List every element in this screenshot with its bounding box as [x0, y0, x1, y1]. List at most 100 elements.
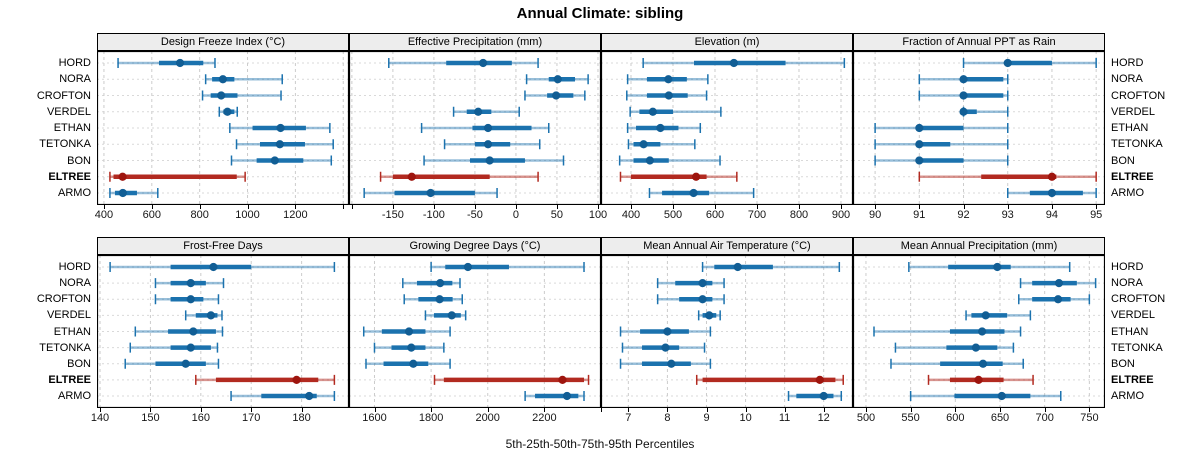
site-label-right-verdel: VERDEL — [1111, 309, 1156, 322]
axis-tick — [295, 205, 297, 209]
percentile-interval-nora — [204, 74, 283, 85]
median-dot-crofton — [552, 91, 561, 100]
axis-tick-label: 800 — [190, 209, 209, 221]
percentile-interval-nora — [1019, 278, 1097, 289]
median-dot-bon — [485, 156, 494, 165]
axis-tick-label: 600 — [705, 209, 725, 221]
median-dot-hord — [733, 262, 742, 272]
percentile-interval-armo — [230, 391, 336, 401]
percentile-interval-nora — [525, 74, 589, 85]
axis-tick-label: 50 — [550, 209, 564, 221]
panel-border — [853, 51, 1105, 205]
median-dot-crofton — [1053, 295, 1063, 304]
median-dot-eltree — [292, 375, 301, 384]
axis-tick — [784, 408, 786, 412]
site-label-left-crofton: CROFTON — [36, 293, 91, 306]
percentile-interval-ethan — [619, 326, 712, 337]
axis-tick-label: 700 — [747, 209, 767, 221]
median-dot-armo — [562, 391, 572, 401]
median-dot-armo — [819, 391, 828, 401]
site-label-right-verdel: VERDEL — [1111, 105, 1156, 118]
axis-tick — [715, 205, 716, 209]
axis-tick-label: 92 — [957, 209, 970, 221]
site-label-right-hord: HORD — [1111, 57, 1144, 69]
median-dot-ethan — [978, 327, 987, 336]
median-dot-nora — [1054, 279, 1064, 288]
median-dot-tetonka — [407, 343, 416, 352]
axis-tick-label: 400 — [621, 209, 641, 221]
median-dot-eltree — [815, 375, 824, 384]
site-label-left-armo: ARMO — [58, 187, 91, 199]
median-dot-eltree — [974, 375, 983, 384]
median-dot-hord — [175, 58, 185, 68]
median-dot-nora — [436, 279, 445, 288]
percentile-interval-armo — [909, 391, 1062, 401]
axis-tick-label: -150 — [381, 209, 404, 221]
axis-tick — [628, 408, 630, 412]
axis-tick-label: 0 — [512, 209, 519, 221]
percentile-interval-bon — [874, 155, 1009, 166]
panel-border — [97, 51, 349, 205]
median-dot-eltree — [558, 375, 567, 384]
percentile-interval-verdel — [697, 310, 721, 321]
site-label-right-crofton: CROFTON — [1111, 89, 1166, 102]
percentile-interval-armo — [524, 391, 585, 401]
axis-tick — [673, 205, 674, 209]
axis-tick-label: 95 — [1090, 209, 1103, 221]
panel-elevation-m — [601, 51, 853, 205]
axis-tick — [544, 408, 546, 412]
percentile-interval-verdel — [959, 106, 1009, 117]
site-label-left-verdel: VERDEL — [46, 105, 91, 118]
axis-tick-label: 600 — [946, 412, 965, 424]
axis-tick — [1096, 205, 1098, 209]
axis-tick-label: 900 — [831, 209, 851, 221]
panel-effective-precipitation-mm — [349, 51, 601, 205]
median-dot-crofton — [959, 91, 968, 100]
panel-header-design-freeze-index-c: Design Freeze Index (°C) — [97, 33, 349, 51]
median-dot-eltree — [118, 172, 127, 181]
axis-tick-label: 140 — [90, 412, 110, 424]
axis-tick-label: -50 — [466, 209, 483, 221]
median-dot-nora — [218, 75, 227, 84]
median-dot-ethan — [189, 327, 198, 336]
axis-tick-label: 500 — [856, 412, 876, 424]
axis-tick — [875, 205, 877, 209]
site-label-left-nora: NORA — [59, 277, 91, 290]
median-dot-nora — [186, 279, 195, 288]
percentile-interval-eltree — [195, 374, 336, 385]
site-label-right-nora: NORA — [1111, 277, 1143, 290]
median-dot-hord — [1003, 58, 1012, 68]
axis-caption: 5th-25th-50th-75th-95th Percentiles — [505, 437, 695, 451]
median-dot-armo — [305, 391, 314, 401]
panel-header-mean-annual-air-temperature-c: Mean Annual Air Temperature (°C) — [601, 237, 853, 255]
axis-tick — [392, 205, 394, 209]
axis-tick — [631, 205, 632, 209]
median-dot-ethan — [656, 123, 665, 133]
axis-tick — [103, 205, 105, 209]
percentile-interval-bon — [618, 155, 721, 166]
percentile-interval-eltree — [109, 171, 246, 182]
percentile-interval-eltree — [927, 374, 1034, 385]
axis-tick-label: 800 — [789, 209, 809, 221]
percentile-interval-armo — [1006, 188, 1097, 198]
site-label-left-verdel: VERDEL — [46, 309, 91, 322]
panel-header-frost-free-days: Frost-Free Days — [97, 237, 349, 255]
percentile-interval-hord — [109, 262, 336, 272]
axis-tick-label: 1800 — [418, 412, 444, 424]
axis-tick — [1000, 408, 1001, 412]
percentile-interval-bon — [423, 155, 565, 166]
median-dot-bon — [270, 156, 279, 165]
median-dot-nora — [698, 279, 707, 288]
percentile-interval-tetonka — [235, 139, 334, 150]
median-dot-verdel — [648, 107, 657, 116]
median-dot-tetonka — [639, 140, 648, 149]
percentile-interval-nora — [402, 278, 461, 289]
percentile-interval-tetonka — [874, 139, 1009, 150]
panel-fraction-of-annual-ppt-as-rain — [853, 51, 1105, 205]
median-dot-ethan — [276, 123, 285, 133]
site-label-right-eltree: ELTREE — [1111, 373, 1154, 386]
percentile-interval-nora — [918, 74, 1009, 85]
percentile-interval-tetonka — [129, 342, 219, 353]
axis-tick-label: 7 — [625, 412, 632, 424]
